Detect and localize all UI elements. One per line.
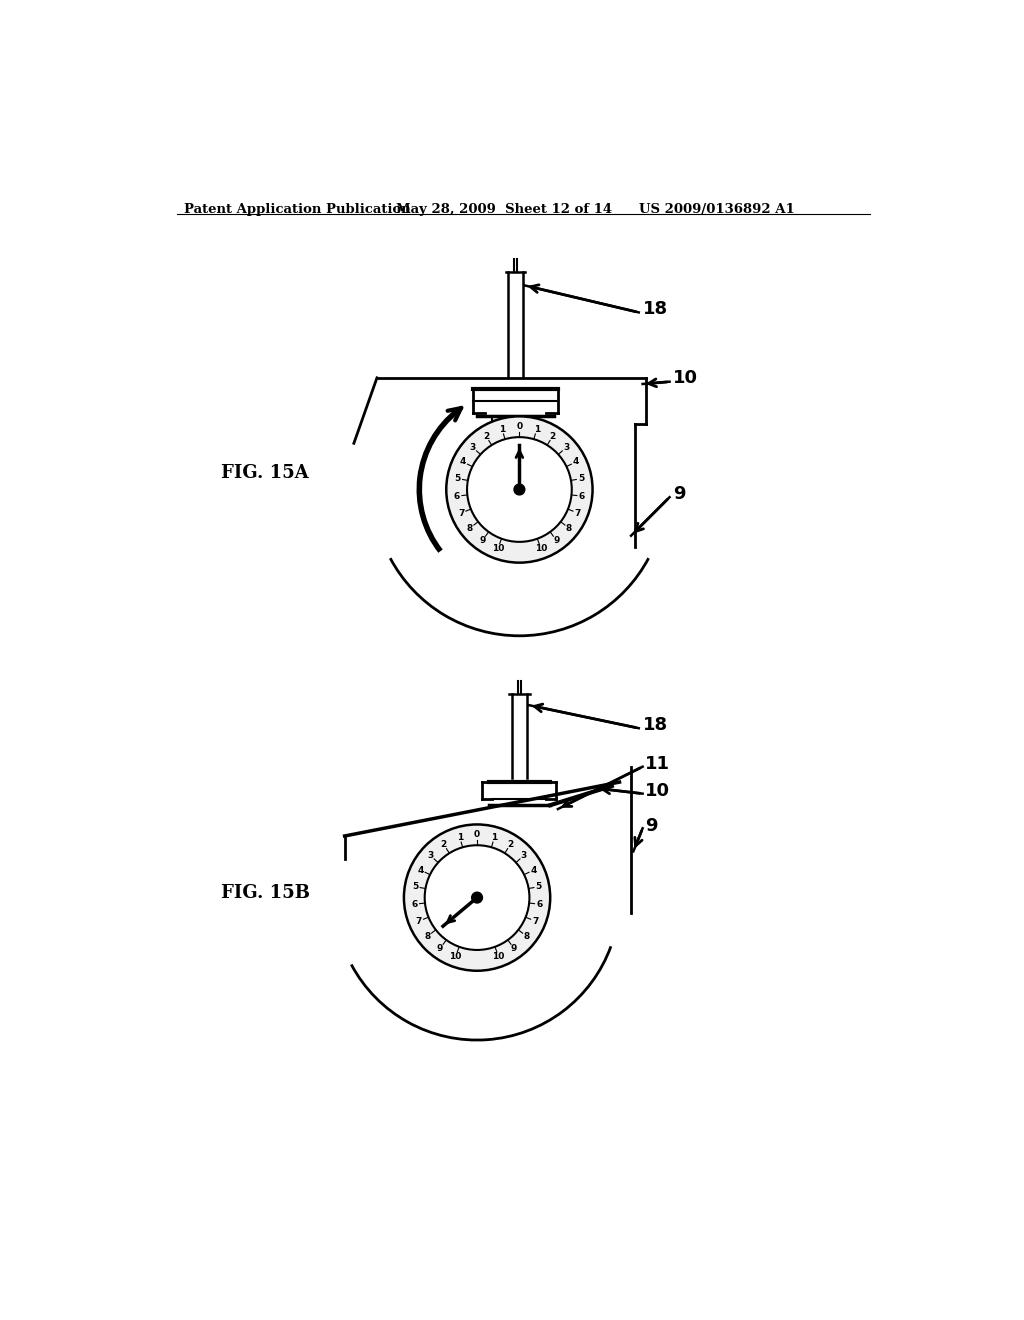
Circle shape xyxy=(403,825,550,970)
Circle shape xyxy=(446,416,593,562)
Text: 2: 2 xyxy=(507,840,513,849)
Text: 10: 10 xyxy=(645,781,670,800)
Text: 7: 7 xyxy=(574,508,581,517)
Text: FIG. 15B: FIG. 15B xyxy=(221,883,310,902)
Text: 9: 9 xyxy=(437,944,443,953)
Text: 8: 8 xyxy=(425,932,431,941)
Text: 7: 7 xyxy=(458,508,465,517)
Text: 5: 5 xyxy=(412,882,419,891)
Text: 2: 2 xyxy=(440,840,446,849)
Text: Patent Application Publication: Patent Application Publication xyxy=(184,203,412,216)
Text: 6: 6 xyxy=(537,900,543,908)
Text: 10: 10 xyxy=(450,952,462,961)
Text: 2: 2 xyxy=(483,432,489,441)
Text: 1: 1 xyxy=(457,833,463,842)
Text: 0: 0 xyxy=(474,830,480,840)
Circle shape xyxy=(472,892,482,903)
Circle shape xyxy=(514,484,525,495)
Text: 1: 1 xyxy=(492,833,498,842)
Text: 6: 6 xyxy=(454,491,460,500)
Text: 5: 5 xyxy=(579,474,585,483)
Text: 9: 9 xyxy=(674,484,686,503)
Text: 7: 7 xyxy=(532,916,539,925)
Text: 1: 1 xyxy=(499,425,505,434)
Text: 9: 9 xyxy=(645,817,657,834)
Text: 10: 10 xyxy=(535,544,547,553)
Text: 9: 9 xyxy=(553,536,559,545)
Text: FIG. 15A: FIG. 15A xyxy=(221,463,309,482)
Text: 4: 4 xyxy=(572,458,579,466)
Text: 7: 7 xyxy=(416,916,422,925)
Text: 3: 3 xyxy=(563,444,569,451)
Text: 8: 8 xyxy=(523,932,529,941)
Text: 0: 0 xyxy=(516,422,522,432)
Text: 4: 4 xyxy=(418,866,424,875)
Text: 3: 3 xyxy=(427,851,433,861)
Text: US 2009/0136892 A1: US 2009/0136892 A1 xyxy=(639,203,795,216)
Text: 18: 18 xyxy=(643,300,668,318)
Text: 4: 4 xyxy=(460,458,466,466)
Text: 10: 10 xyxy=(493,952,505,961)
Text: 8: 8 xyxy=(565,524,572,533)
Text: 3: 3 xyxy=(520,851,526,861)
Text: 6: 6 xyxy=(579,491,585,500)
Text: 2: 2 xyxy=(550,432,556,441)
Text: 3: 3 xyxy=(470,444,476,451)
Text: 18: 18 xyxy=(643,715,668,734)
Text: 11: 11 xyxy=(645,755,670,774)
Circle shape xyxy=(425,845,529,950)
Text: 10: 10 xyxy=(492,544,504,553)
Text: 1: 1 xyxy=(534,425,540,434)
Text: 4: 4 xyxy=(530,866,537,875)
Text: 9: 9 xyxy=(479,536,485,545)
Text: 10: 10 xyxy=(674,370,698,387)
Text: 8: 8 xyxy=(467,524,473,533)
Text: 6: 6 xyxy=(412,900,418,908)
Text: 5: 5 xyxy=(536,882,542,891)
Circle shape xyxy=(467,437,571,541)
Text: 5: 5 xyxy=(455,474,461,483)
Text: May 28, 2009  Sheet 12 of 14: May 28, 2009 Sheet 12 of 14 xyxy=(396,203,612,216)
Text: 9: 9 xyxy=(511,944,517,953)
